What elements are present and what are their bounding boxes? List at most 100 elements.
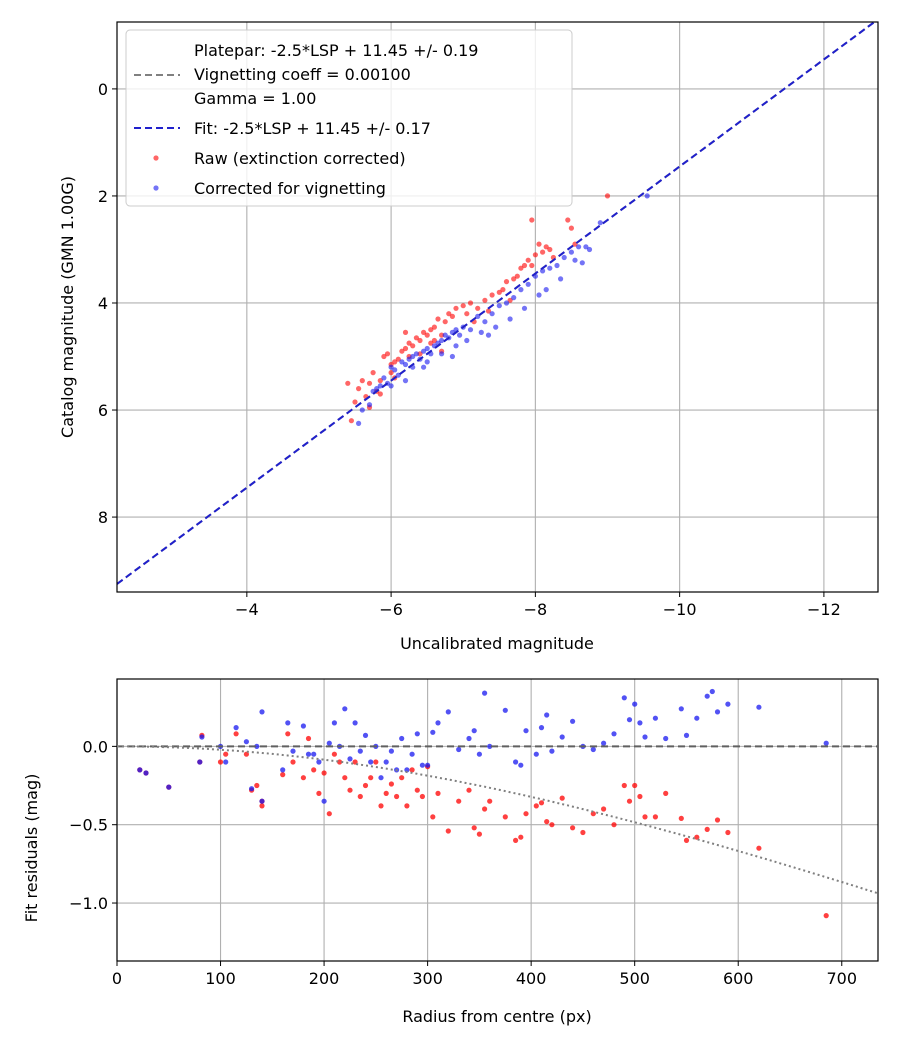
bottom-point-raw [683,837,690,844]
bottom-point-raw [254,782,260,789]
bottom-point-raw [544,819,550,825]
top-point-raw [503,279,510,285]
top-point-raw [406,340,412,346]
top-point-raw [392,359,398,365]
bottom-point-corrected [368,759,374,765]
bottom-point-raw [580,829,586,836]
bottom-point-corrected [419,762,425,768]
bottom-point-raw [342,775,348,781]
top-point-raw [511,276,517,282]
top-point-raw [417,351,423,357]
top-point-raw [352,399,358,405]
top-point-corrected [442,332,448,338]
top-x-tick-label: −12 [807,600,841,619]
legend-marker-raw [153,155,159,161]
top-point-raw [377,391,383,397]
bottom-point-raw [223,751,229,757]
bottom-point-corrected [714,709,721,715]
bottom-point-corrected [611,731,617,737]
bottom-point-corrected [456,746,462,753]
top-point-raw [402,329,409,335]
bottom-x-tick: 700 [826,961,857,988]
bottom-point-corrected [704,693,710,699]
top-point-corrected [561,254,567,261]
top-point-raw [442,319,448,325]
bottom-point-corrected [430,729,436,735]
top-point-corrected [421,348,427,354]
top-line-fit [117,22,877,585]
top-point-corrected [586,246,593,253]
top-point-corrected [467,327,474,333]
bottom-point-corrected [445,709,451,715]
bottom-point-corrected [652,715,659,721]
bottom-point-corrected [632,701,638,707]
bottom-point-corrected [321,798,327,804]
top-point-corrected [493,324,499,330]
bottom-point-raw [466,787,472,793]
top-point-corrected [558,276,564,282]
top-point-corrected [392,367,398,373]
bottom-point-corrected [347,756,353,762]
bottom-point-raw [626,798,633,804]
bottom-point-corrected [683,732,690,739]
bottom-point-raw [502,814,508,820]
top-point-raw [435,316,441,322]
top-x-axis-ticks: −4 −6 −8 −10 −12 [235,592,841,619]
top-point-raw [500,287,506,293]
bottom-point-raw [280,772,286,778]
top-point-raw [532,252,539,258]
bottom-y-axis-ticks: 0.0 −0.5 −1.0 [69,737,117,913]
bottom-point-raw [394,793,400,800]
calibration-scatter-plot: −4 −6 −8 −10 −12 0 2 4 6 8 Uncalibrated magnitud… [58,21,879,653]
bottom-point-corrected [259,709,265,715]
bottom-point-raw [383,790,389,797]
bottom-point-raw [637,793,643,800]
bottom-point-raw [445,828,451,834]
bottom-point-raw [642,814,648,820]
bottom-point-corrected [331,720,337,726]
bottom-x-tick: 300 [412,961,443,988]
top-x-tick: −10 [663,592,697,619]
top-point-corrected [439,351,445,357]
top-point-corrected [572,257,578,263]
top-point-raw [568,225,575,231]
bottom-point-raw [404,803,410,809]
bottom-point-raw [518,834,524,840]
legend-box [125,29,573,207]
top-point-corrected [511,295,517,301]
bottom-x-tick: 600 [723,961,753,988]
top-point-raw [402,345,409,352]
bottom-point-corrected [249,786,255,792]
top-point-corrected [424,345,430,352]
bottom-point-raw [725,829,731,836]
bottom-point-corrected [326,740,332,746]
bottom-point-raw [756,845,762,851]
bottom-point-raw [513,837,519,844]
top-point-corrected [356,420,362,426]
bottom-point-corrected [487,743,493,750]
top-point-corrected [478,329,484,335]
bottom-point-raw [368,775,374,781]
top-point-raw [431,337,437,344]
top-point-raw [547,246,553,253]
top-y-tick-label: 4 [98,294,108,313]
bottom-point-raw [632,782,638,789]
bottom-point-raw [533,803,539,809]
bottom-x-tick-label: 300 [412,969,443,988]
top-point-raw [399,348,405,354]
bottom-reference-lines [117,745,878,895]
bottom-point-corrected [233,725,239,731]
top-x-tick-label: −8 [524,600,548,619]
bottom-point-raw [663,790,669,797]
bottom-point-corrected [243,739,249,745]
top-point-corrected [388,383,394,389]
top-point-corrected [503,300,510,306]
top-point-raw [359,378,365,384]
bottom-point-raw [482,806,488,812]
top-point-corrected [453,343,459,349]
top-point-raw [482,297,488,303]
bottom-point-raw [305,735,312,742]
top-point-raw [366,380,373,386]
top-point-corrected [366,402,373,408]
top-x-tick-label: −4 [235,600,259,619]
